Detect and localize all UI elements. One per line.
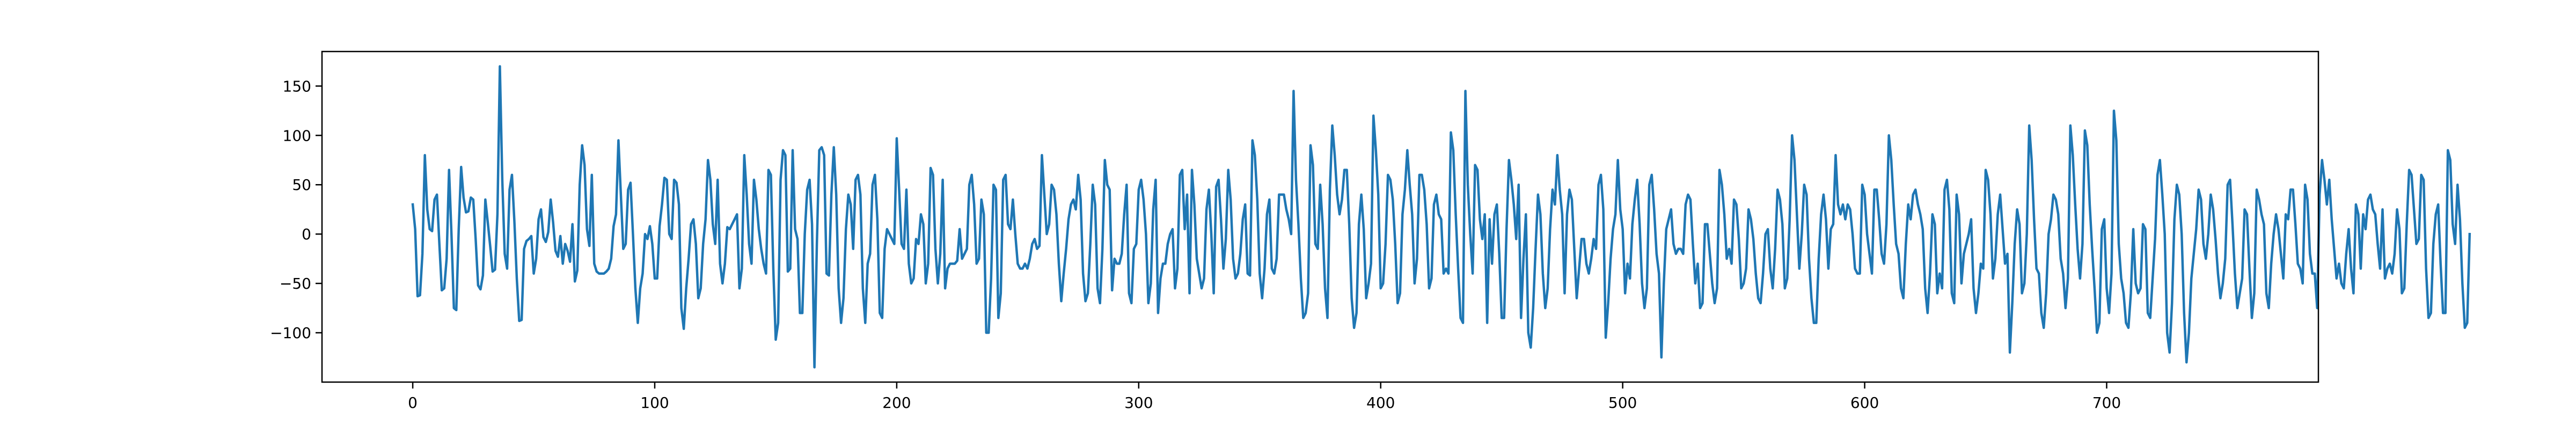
y-tick-label: 50 (292, 176, 311, 194)
x-tick-label: 600 (1850, 394, 1879, 412)
plot-frame (321, 50, 2319, 383)
x-tick-label: 100 (640, 394, 669, 412)
x-tick-label: 400 (1366, 394, 1395, 412)
x-tick-label: 200 (882, 394, 911, 412)
series-line-0 (411, 65, 2471, 369)
x-tick-label: 300 (1124, 394, 1153, 412)
y-tick-label: 100 (283, 127, 311, 144)
y-axis: −100 −50 0 50 100 150 (270, 77, 322, 342)
x-tick-label: 0 (408, 394, 418, 412)
y-tick-label: 0 (302, 225, 311, 243)
y-tick-label: 150 (283, 77, 311, 95)
y-tick-label: −50 (280, 275, 311, 292)
x-tick-label: 700 (2092, 394, 2121, 412)
x-axis: 0 100 200 300 400 500 600 700 (408, 382, 2121, 412)
y-tick-label: −100 (270, 324, 311, 342)
x-tick-label: 500 (1608, 394, 1637, 412)
series-layer (411, 65, 2471, 369)
